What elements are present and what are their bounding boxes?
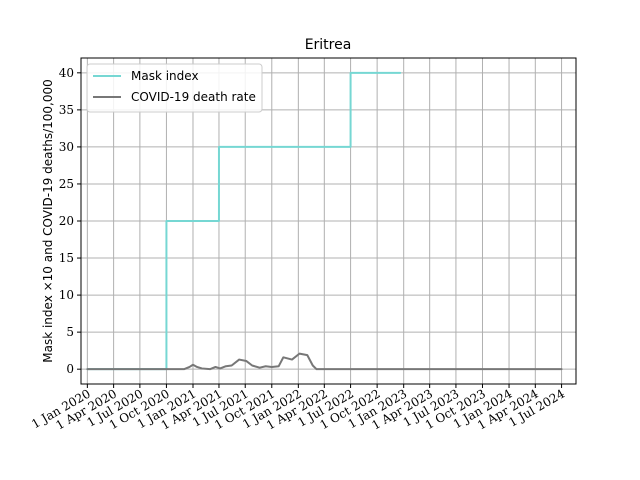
y-tick-label: 5 [66,325,74,339]
legend: Mask index COVID-19 death rate [86,63,263,113]
legend-label-2: COVID-19 death rate [131,90,256,104]
y-tick-label: 35 [59,103,74,117]
y-axis-label: Mask index ×10 and COVID-19 deaths/100,0… [41,79,55,363]
chart-title: Eritrea [305,37,352,53]
y-tick-label: 0 [66,362,74,376]
y-tick-label: 25 [59,177,74,191]
series-line-1 [86,71,402,371]
y-tick-label: 20 [59,214,74,228]
y-axis: 0 5 10 15 20 25 30 35 40 [59,66,81,376]
y-tick-label: 15 [59,251,74,265]
legend-label-1: Mask index [131,69,199,83]
y-tick-label: 30 [59,140,74,154]
y-tick-label: 10 [59,288,74,302]
series-line-2 [86,352,563,371]
y-tick-label: 40 [59,66,74,80]
series-layer [86,71,563,371]
legend-box [86,63,263,113]
